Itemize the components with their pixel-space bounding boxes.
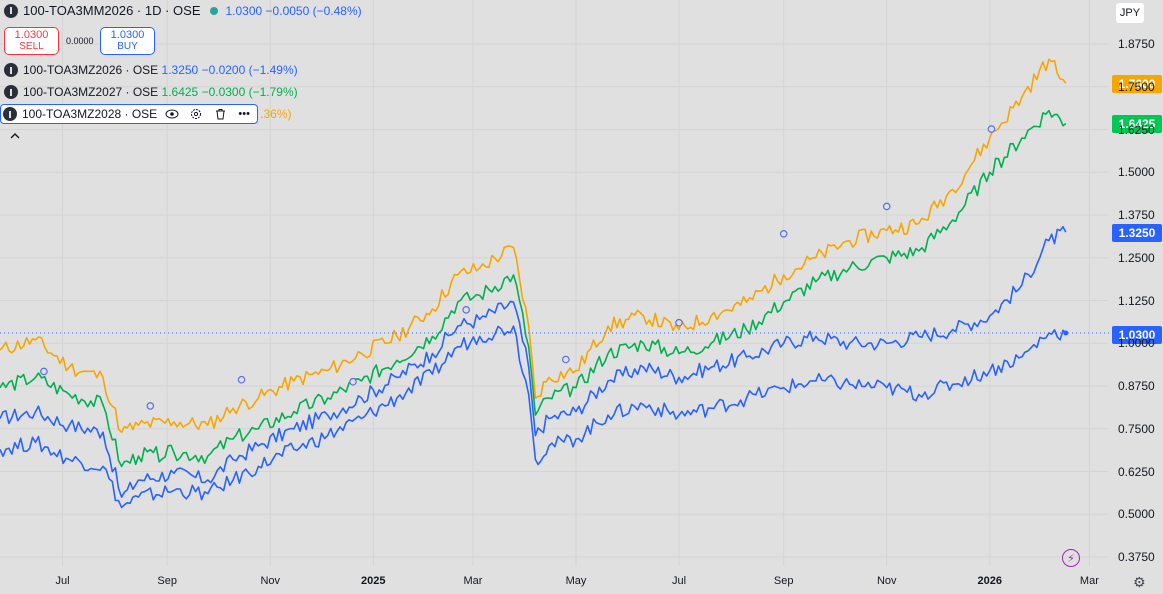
trash-icon[interactable]: [211, 107, 229, 121]
y-tick-label: 0.7500: [1118, 421, 1155, 436]
y-tick-label: 1.1250: [1118, 293, 1155, 308]
symbol-logo-icon: [4, 63, 18, 77]
spread-value: 0.0000: [66, 36, 94, 46]
event-marker: [882, 202, 891, 211]
x-tick-label: 2025: [361, 575, 386, 587]
event-marker: [779, 230, 788, 238]
symbol-logo-icon: [4, 85, 18, 99]
legend-symbol: 100-TOA3MZ2027 · OSE: [23, 85, 159, 99]
event-marker: [562, 355, 570, 364]
x-tick-label: Nov: [876, 575, 897, 587]
gear-icon[interactable]: ⚙: [1133, 574, 1146, 590]
series-line-mz2026: [0, 225, 1067, 498]
y-tick-label: 0.3750: [1118, 550, 1155, 564]
legend-row-selected[interactable]: 100-TOA3MZ2028 · OSE •••: [0, 104, 259, 124]
buy-label: BUY: [117, 41, 138, 52]
y-tick-label: 1.3750: [1118, 208, 1155, 222]
sell-label: SELL: [19, 41, 44, 52]
y-tick-label: 1.5000: [1118, 165, 1155, 180]
main-price: 1.0300: [225, 3, 263, 18]
main-price-tag: 1.0300: [1112, 326, 1162, 344]
y-tick-label: 0.6250: [1118, 464, 1155, 479]
market-open-icon: [209, 6, 218, 15]
x-tick-label: Jul: [55, 575, 70, 587]
x-tick-label: May: [565, 575, 587, 587]
event-marker: [40, 367, 48, 376]
legend-change-partial: .36%): [260, 107, 292, 121]
main-symbol-row[interactable]: 100-TOA3MM2026 · 1D · OSE 1.0300 −0.0050…: [4, 3, 362, 18]
buy-button[interactable]: 1.0300 BUY: [100, 27, 155, 55]
settings-icon[interactable]: [187, 107, 205, 121]
flash-icon[interactable]: ⚡: [1062, 549, 1080, 567]
legend-change: −0.0300 (−1.79%): [201, 85, 298, 99]
y-tick-label: 1.2500: [1118, 250, 1155, 265]
more-icon[interactable]: •••: [238, 108, 250, 120]
x-tick-label: Mar: [1079, 575, 1099, 587]
legend-row-mz2028[interactable]: 100-TOA3MZ2028 · OSE ••• .36%): [0, 104, 292, 124]
event-marker: [675, 318, 683, 327]
symbol-logo-icon: [4, 3, 18, 18]
series-line-mz2028: [0, 58, 1067, 433]
x-tick-label: Sep: [773, 575, 794, 587]
legend-price: 1.3250: [161, 63, 199, 77]
eye-icon[interactable]: [163, 107, 181, 121]
y-tick-label: 0.5000: [1118, 507, 1155, 522]
y-tick-label: 1.0000: [1118, 336, 1155, 351]
y-tick-label: 1.8750: [1118, 37, 1155, 51]
currency-button[interactable]: JPY: [1116, 3, 1144, 23]
legend-symbol: 100-TOA3MZ2026 · OSE: [23, 63, 159, 77]
x-tick-label: Mar: [463, 575, 483, 587]
series-line-mm2026: [0, 325, 1067, 509]
blue-upper-price-tag: 1.3250: [1112, 224, 1162, 242]
legend-price: 1.6425: [161, 85, 199, 99]
green-price-tag: 1.6425: [1112, 115, 1162, 133]
x-tick-label: Nov: [260, 575, 281, 587]
series-line-mz2027: [0, 109, 1067, 468]
main-symbol-title: 100-TOA3MM2026 · 1D · OSE: [23, 3, 201, 18]
x-tick-label: Jul: [671, 575, 687, 587]
event-marker: [462, 306, 470, 314]
event-marker: [349, 377, 357, 386]
sell-button[interactable]: 1.0300 SELL: [4, 27, 59, 55]
event-marker: [146, 402, 155, 410]
chevron-up-icon[interactable]: [10, 131, 20, 142]
event-marker: [987, 125, 996, 133]
event-marker: [237, 375, 246, 384]
y-tick-label: 0.8750: [1118, 379, 1155, 393]
legend-row-mz2027[interactable]: 100-TOA3MZ2027 · OSE 1.6425 −0.0300 (−1.…: [4, 85, 298, 99]
x-tick-label: Sep: [157, 575, 177, 587]
legend-change: −0.0200 (−1.49%): [201, 63, 298, 77]
legend-row-mz2026[interactable]: 100-TOA3MZ2026 · OSE 1.3250 −0.0200 (−1.…: [4, 63, 298, 77]
last-point-dot: [1063, 330, 1069, 336]
sell-price: 1.0300: [14, 29, 49, 41]
x-tick-label: 2026: [977, 575, 1003, 587]
legend-symbol: 100-TOA3MZ2028 · OSE: [22, 107, 158, 121]
symbol-logo-icon: [3, 107, 17, 121]
y-tick-label: 1.7500: [1118, 79, 1155, 94]
orange-price-tag: 1.7600: [1112, 75, 1162, 93]
y-tick-label: 1.6250: [1118, 122, 1155, 137]
main-change: −0.0050 (−0.48%): [265, 3, 362, 18]
buy-price: 1.0300: [110, 29, 145, 41]
